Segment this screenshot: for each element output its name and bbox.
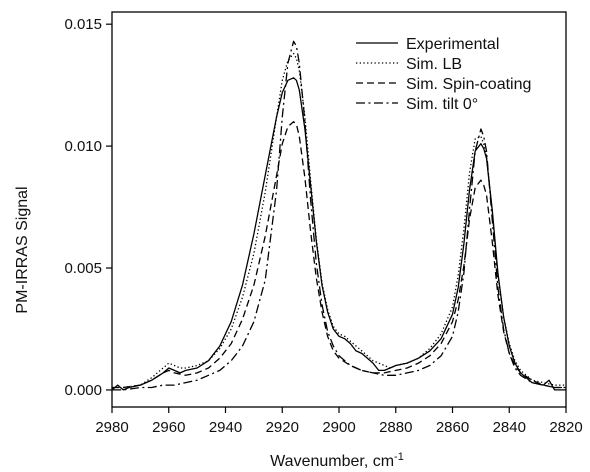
series-line-4 bbox=[112, 40, 566, 391]
x-axis-label-text: Wavenumber, cm bbox=[270, 453, 394, 470]
plot-frame bbox=[111, 11, 567, 408]
legend-label: Sim. LB bbox=[406, 56, 462, 73]
series-line-2 bbox=[112, 52, 566, 389]
x-tick-label: 2880 bbox=[379, 419, 412, 436]
x-axis-label-superscript: -1 bbox=[394, 451, 404, 463]
x-tick-label: 2940 bbox=[209, 419, 242, 436]
legend-label: Experimental bbox=[406, 36, 499, 53]
x-tick-label: 2920 bbox=[266, 419, 299, 436]
y-tick-label: 0.015 bbox=[64, 16, 102, 33]
x-tick-label: 2980 bbox=[95, 419, 128, 436]
y-tick-label: 0.000 bbox=[64, 382, 102, 399]
x-tick-label: 2820 bbox=[549, 419, 582, 436]
legend-label: Sim. tilt 0° bbox=[406, 96, 478, 113]
x-tick-label: 2900 bbox=[322, 419, 355, 436]
x-tick-label: 2960 bbox=[152, 419, 185, 436]
y-tick-label: 0.005 bbox=[64, 260, 102, 277]
series-lines bbox=[111, 40, 566, 391]
series-line-3 bbox=[112, 121, 566, 389]
series-line-1 bbox=[111, 77, 566, 391]
legend: Experimental Sim. LB Sim. Spin-coating Sim.… bbox=[356, 36, 531, 113]
x-axis-label: Wavenumber, cm-1 bbox=[270, 451, 404, 470]
y-tick-label: 0.010 bbox=[64, 138, 102, 155]
x-tick-label: 2840 bbox=[493, 419, 526, 436]
x-tick-label: 2860 bbox=[436, 419, 469, 436]
legend-label: Sim. Spin-coating bbox=[406, 76, 531, 93]
y-axis-label: PM-IRRAS Signal bbox=[14, 186, 31, 313]
tick-marks: 2980 2960 2940 2920 2900 2880 2860 2840 2820 0.00… bbox=[64, 16, 582, 436]
axes-frame bbox=[111, 11, 567, 408]
